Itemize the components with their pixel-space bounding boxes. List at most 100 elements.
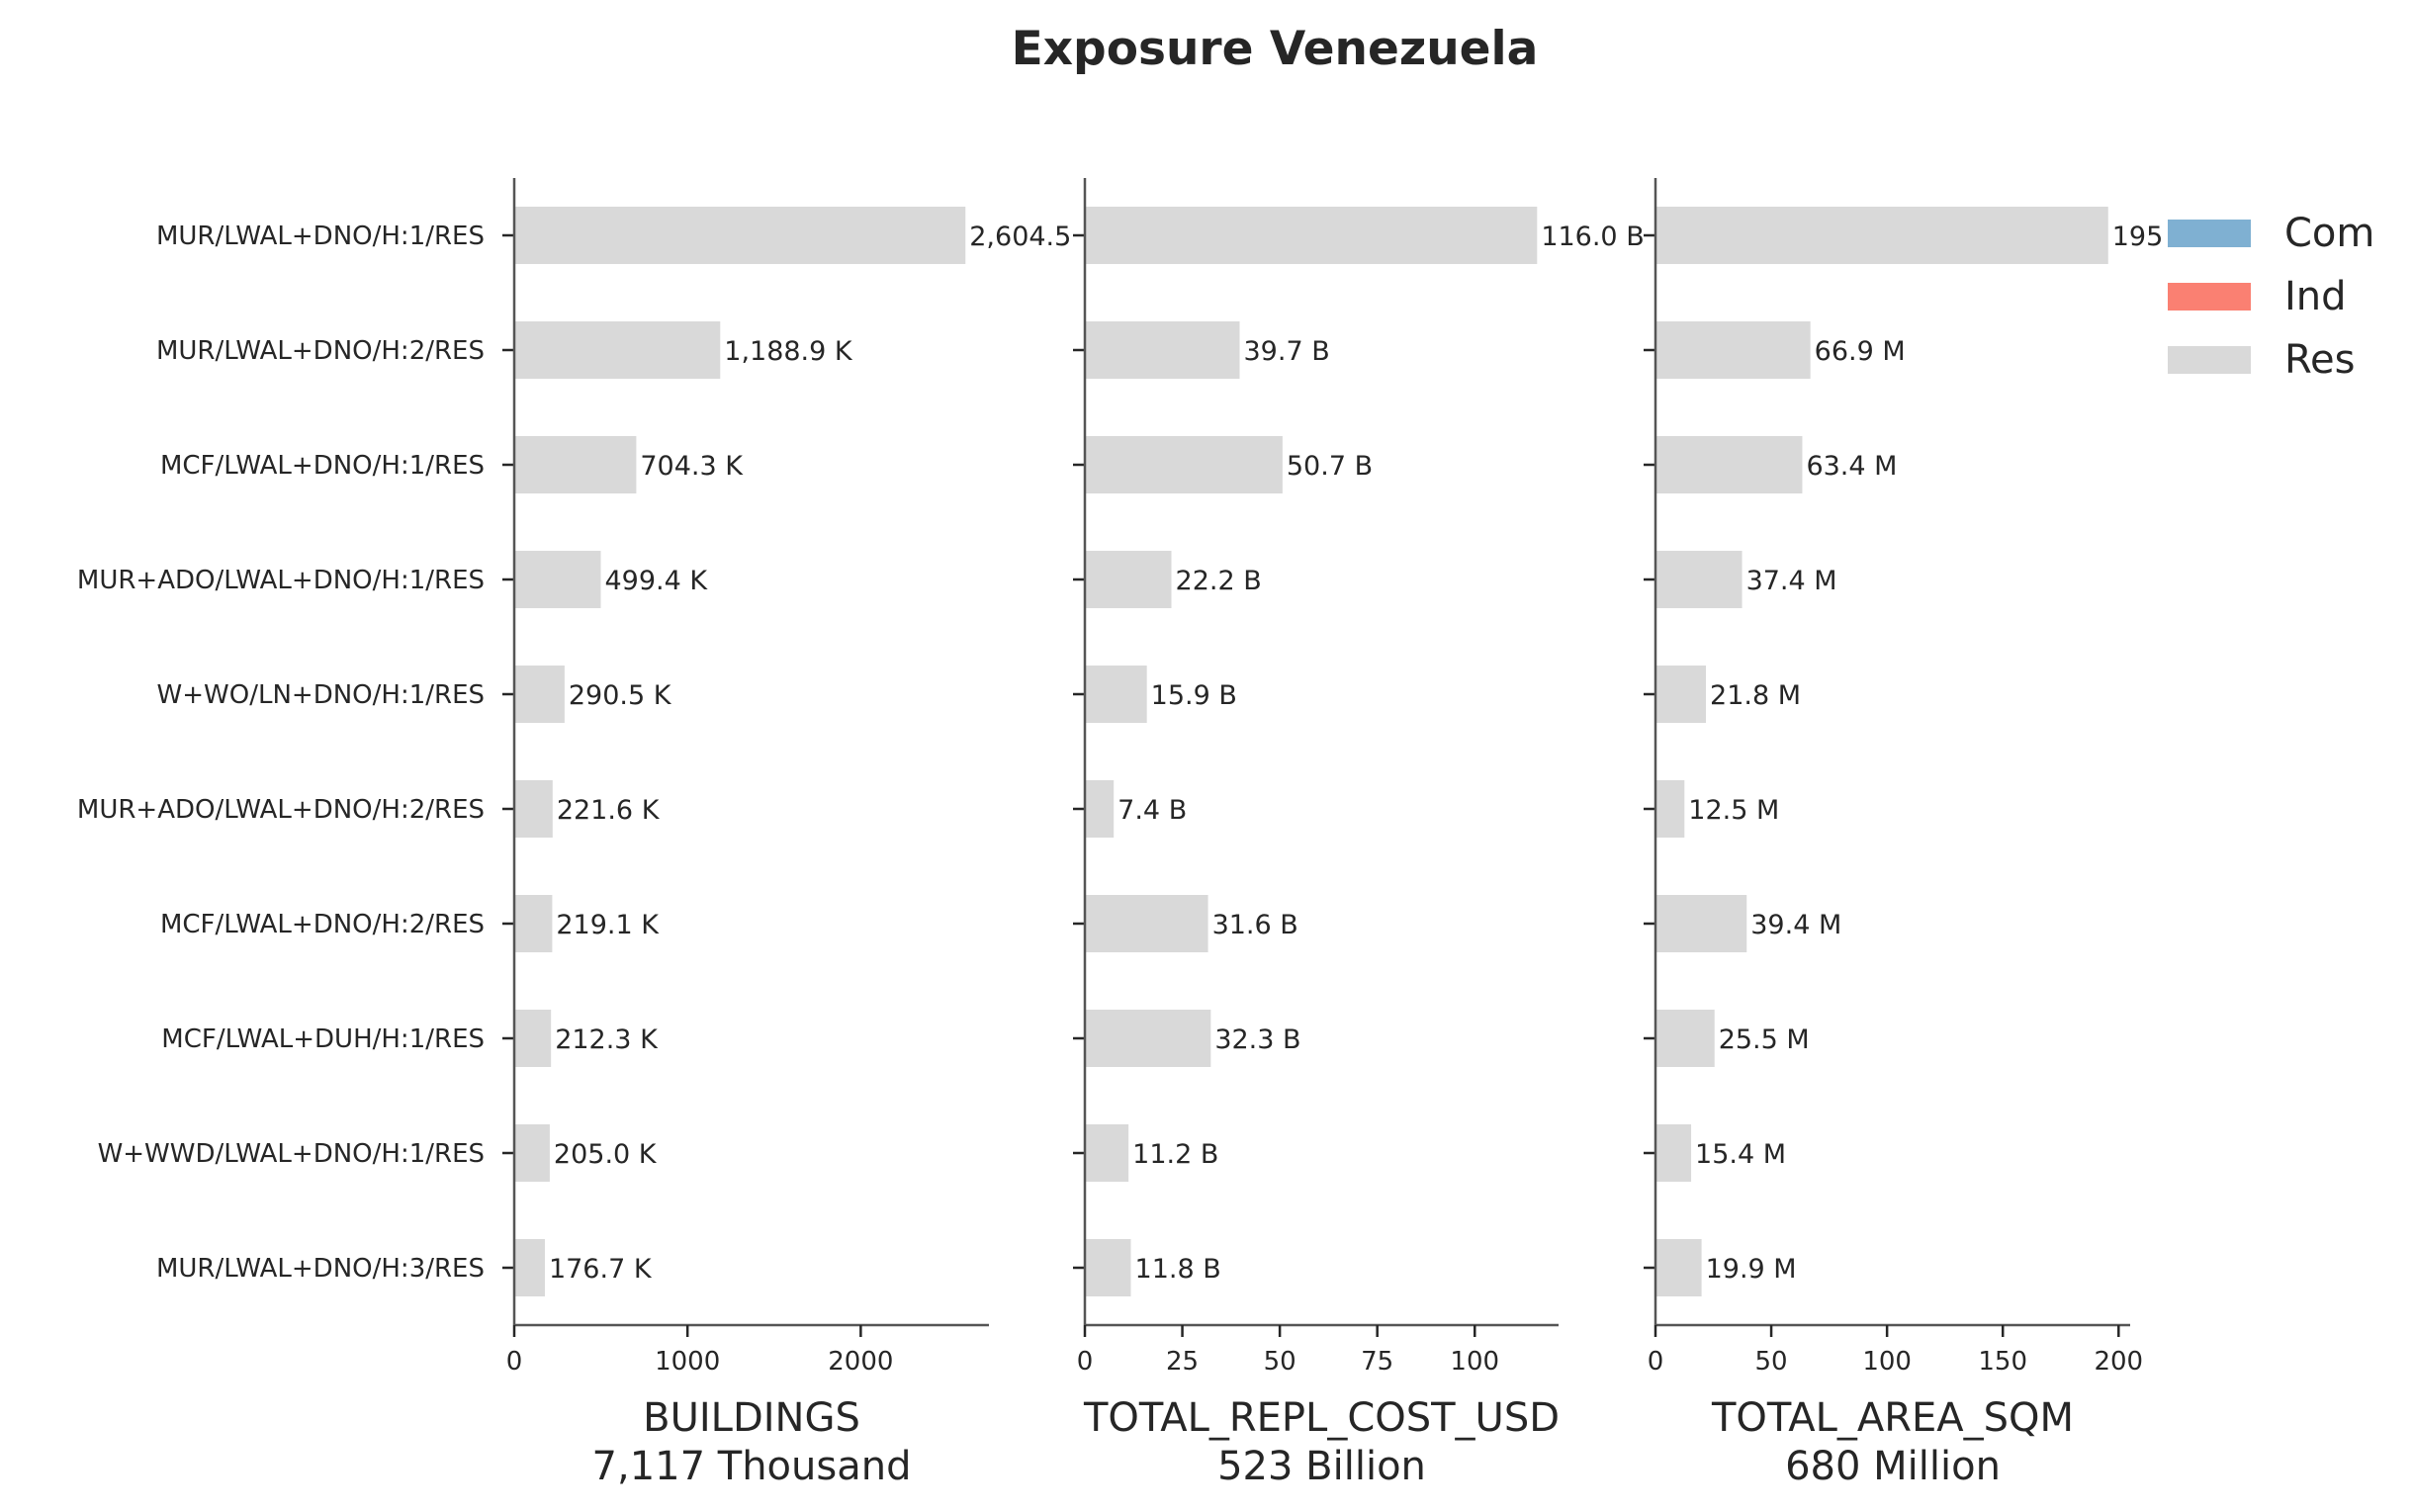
bar-total-area-sqm-10 xyxy=(1655,1239,1702,1296)
legend-swatch-ind xyxy=(2168,283,2251,311)
category-label-5: W+WO/LN+DNO/H:1/RES xyxy=(157,680,485,710)
x-tick-label-total-repl-cost-usd-75: 75 xyxy=(1361,1347,1393,1377)
bar-buildings-6 xyxy=(514,780,553,838)
bar-buildings-5 xyxy=(514,666,565,723)
panels: 2,604.5 1,188.9 K 704.3 K 499.4 K 290.5 K 221… xyxy=(77,178,2163,1489)
chart-title: Exposure Venezuela xyxy=(1012,22,1539,76)
category-label-3: MCF/LWAL+DNO/H:1/RES xyxy=(160,451,485,481)
data-label-buildings-4: 499.4 K xyxy=(604,566,708,596)
x-tick-label-buildings-1000: 1000 xyxy=(655,1347,720,1377)
data-label-total-repl-cost-usd-9: 11.2 B xyxy=(1132,1139,1218,1170)
bar-total-area-sqm-4 xyxy=(1655,551,1743,608)
data-label-total-area-sqm-6: 12.5 M xyxy=(1688,795,1779,826)
data-label-buildings-7: 219.1 K xyxy=(556,910,660,940)
bar-total-repl-cost-usd-3 xyxy=(1085,436,1283,493)
bar-total-repl-cost-usd-10 xyxy=(1085,1239,1131,1296)
x-axis-total-buildings: 7,117 Thousand xyxy=(592,1444,912,1489)
bar-total-repl-cost-usd-4 xyxy=(1085,551,1172,608)
data-label-buildings-2: 1,188.9 K xyxy=(724,336,853,367)
bar-total-repl-cost-usd-7 xyxy=(1085,895,1208,952)
data-label-total-repl-cost-usd-5: 15.9 B xyxy=(1151,680,1237,711)
bar-buildings-10 xyxy=(514,1239,545,1296)
bar-total-repl-cost-usd-8 xyxy=(1085,1010,1211,1067)
category-label-10: MUR/LWAL+DNO/H:3/RES xyxy=(156,1254,485,1284)
category-label-9: W+WWD/LWAL+DNO/H:1/RES xyxy=(98,1139,485,1169)
data-label-total-repl-cost-usd-3: 50.7 B xyxy=(1287,451,1373,482)
category-label-2: MUR/LWAL+DNO/H:2/RES xyxy=(156,336,485,366)
data-label-total-repl-cost-usd-10: 11.8 B xyxy=(1135,1254,1221,1285)
data-label-total-repl-cost-usd-1: 116.0 B xyxy=(1541,222,1644,252)
legend-label-ind: Ind xyxy=(2284,274,2347,319)
data-label-total-area-sqm-2: 66.9 M xyxy=(1815,336,1906,367)
data-label-total-repl-cost-usd-2: 39.7 B xyxy=(1244,336,1330,367)
category-label-6: MUR+ADO/LWAL+DNO/H:2/RES xyxy=(77,795,485,825)
legend: Com Ind Res xyxy=(2168,211,2374,383)
category-label-7: MCF/LWAL+DNO/H:2/RES xyxy=(160,910,485,939)
bar-total-area-sqm-2 xyxy=(1655,321,1811,379)
legend-swatch-res xyxy=(2168,346,2251,374)
data-label-total-area-sqm-8: 25.5 M xyxy=(1719,1024,1810,1055)
bar-total-area-sqm-3 xyxy=(1655,436,1803,493)
bar-total-repl-cost-usd-1 xyxy=(1085,207,1538,264)
data-label-total-area-sqm-9: 15.4 M xyxy=(1695,1139,1786,1170)
bar-buildings-4 xyxy=(514,551,601,608)
data-label-buildings-6: 221.6 K xyxy=(557,795,661,826)
bar-total-area-sqm-7 xyxy=(1655,895,1747,952)
x-axis-title-total-area-sqm: TOTAL_AREA_SQM xyxy=(1711,1395,2074,1441)
x-tick-label-total-repl-cost-usd-50: 50 xyxy=(1264,1347,1296,1377)
bar-total-area-sqm-9 xyxy=(1655,1124,1692,1182)
bar-total-repl-cost-usd-6 xyxy=(1085,780,1115,838)
x-axis-title-total-repl-cost-usd: TOTAL_REPL_COST_USD xyxy=(1083,1395,1560,1441)
bar-total-repl-cost-usd-5 xyxy=(1085,666,1147,723)
x-tick-label-total-repl-cost-usd-100: 100 xyxy=(1450,1347,1499,1377)
bar-total-repl-cost-usd-9 xyxy=(1085,1124,1129,1182)
legend-label-res: Res xyxy=(2284,337,2355,383)
data-label-buildings-5: 290.5 K xyxy=(569,680,672,711)
x-axis-total-total-repl-cost-usd: 523 Billion xyxy=(1217,1444,1426,1489)
bar-buildings-8 xyxy=(514,1010,552,1067)
x-axis-total-total-area-sqm: 680 Million xyxy=(1785,1444,2001,1489)
x-tick-label-buildings-2000: 2000 xyxy=(828,1347,893,1377)
legend-swatch-com xyxy=(2168,220,2251,247)
x-tick-label-total-repl-cost-usd-25: 25 xyxy=(1166,1347,1199,1377)
x-tick-label-total-repl-cost-usd-0: 0 xyxy=(1077,1347,1094,1377)
data-label-total-area-sqm-7: 39.4 M xyxy=(1750,910,1841,940)
data-label-total-repl-cost-usd-7: 31.6 B xyxy=(1212,910,1298,940)
x-tick-label-total-area-sqm-200: 200 xyxy=(2094,1347,2143,1377)
panel-total-repl-cost-usd: 116.0 B 39.7 B 50.7 B 22.2 B 15.9 B 7.4 B 31.6… xyxy=(1073,178,1645,1489)
x-tick-label-total-area-sqm-0: 0 xyxy=(1648,1347,1664,1377)
x-tick-label-total-area-sqm-100: 100 xyxy=(1862,1347,1912,1377)
bar-buildings-7 xyxy=(514,895,553,952)
bar-total-area-sqm-6 xyxy=(1655,780,1685,838)
bar-total-repl-cost-usd-2 xyxy=(1085,321,1240,379)
data-label-total-area-sqm-3: 63.4 M xyxy=(1806,451,1897,482)
category-label-4: MUR+ADO/LWAL+DNO/H:1/RES xyxy=(77,566,485,595)
x-tick-label-buildings-0: 0 xyxy=(506,1347,523,1377)
panel-buildings: 2,604.5 1,188.9 K 704.3 K 499.4 K 290.5 K 221… xyxy=(502,178,1071,1489)
x-axis-title-buildings: BUILDINGS xyxy=(643,1395,860,1441)
bar-buildings-9 xyxy=(514,1124,550,1182)
panel-total-area-sqm: 195 66.9 M 63.4 M 37.4 M 21.8 M 12.5 M 39.4 M 2… xyxy=(1644,178,2163,1489)
bar-buildings-3 xyxy=(514,436,637,493)
bar-buildings-2 xyxy=(514,321,721,379)
legend-label-com: Com xyxy=(2284,211,2374,256)
data-label-total-repl-cost-usd-4: 22.2 B xyxy=(1176,566,1262,596)
bar-buildings-1 xyxy=(514,207,966,264)
data-label-buildings-10: 176.7 K xyxy=(549,1254,653,1285)
data-label-total-repl-cost-usd-6: 7.4 B xyxy=(1117,795,1187,826)
data-label-total-area-sqm-10: 19.9 M xyxy=(1706,1254,1797,1285)
data-label-total-area-sqm-4: 37.4 M xyxy=(1746,566,1837,596)
data-label-buildings-8: 212.3 K xyxy=(555,1024,659,1055)
data-label-buildings-9: 205.0 K xyxy=(554,1139,658,1170)
data-label-total-repl-cost-usd-8: 32.3 B xyxy=(1214,1024,1300,1055)
bar-total-area-sqm-1 xyxy=(1655,207,2108,264)
data-label-buildings-1: 2,604.5 xyxy=(969,222,1071,252)
x-tick-label-total-area-sqm-50: 50 xyxy=(1755,1347,1788,1377)
category-label-8: MCF/LWAL+DUH/H:1/RES xyxy=(161,1024,485,1054)
data-label-total-area-sqm-5: 21.8 M xyxy=(1710,680,1801,711)
bar-total-area-sqm-5 xyxy=(1655,666,1707,723)
x-tick-label-total-area-sqm-150: 150 xyxy=(1978,1347,2027,1377)
data-label-buildings-3: 704.3 K xyxy=(640,451,744,482)
bar-total-area-sqm-8 xyxy=(1655,1010,1715,1067)
